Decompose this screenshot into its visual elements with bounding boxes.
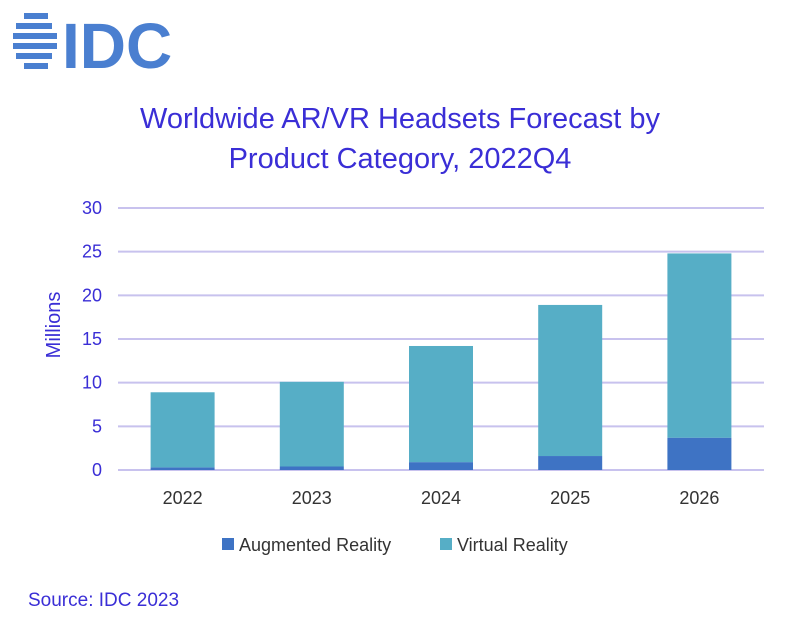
chart-title-line: Product Category, 2022Q4 xyxy=(229,143,572,175)
y-tick-label: 20 xyxy=(82,285,102,305)
y-tick-label: 0 xyxy=(92,460,102,480)
bar-virtual-reality-2023 xyxy=(279,381,344,467)
x-tick-label: 2024 xyxy=(421,488,461,508)
x-tick-label: 2023 xyxy=(292,488,332,508)
bar-augmented-reality-2022 xyxy=(150,467,215,470)
source-note: Source: IDC 2023 xyxy=(28,590,180,611)
y-tick-label: 15 xyxy=(82,329,102,349)
y-axis-title: Millions xyxy=(43,292,65,359)
idc-logo: IDC xyxy=(13,10,172,76)
y-tick-label: 25 xyxy=(82,242,102,262)
y-tick-label: 30 xyxy=(82,198,102,218)
bar-augmented-reality-2026 xyxy=(667,437,732,470)
x-tick-label: 2026 xyxy=(679,488,719,508)
bar-augmented-reality-2023 xyxy=(279,466,344,470)
idc-logo-globe-icon xyxy=(13,13,57,69)
legend: Augmented Reality Virtual Reality xyxy=(222,535,568,555)
bar-virtual-reality-2022 xyxy=(150,392,215,468)
y-tick-label: 10 xyxy=(82,373,102,393)
y-tick-label: 5 xyxy=(92,416,102,436)
legend-label: Virtual Reality xyxy=(457,535,568,555)
bars xyxy=(150,253,732,470)
chart-title: Worldwide AR/VR Headsets Forecast by Prod… xyxy=(140,103,661,175)
legend-swatch-augmented-reality xyxy=(222,538,234,550)
legend-swatch-virtual-reality xyxy=(440,538,452,550)
chart-title-line: Worldwide AR/VR Headsets Forecast by xyxy=(140,103,661,135)
bar-virtual-reality-2026 xyxy=(667,253,732,438)
legend-label: Augmented Reality xyxy=(239,535,391,555)
idc-logo-wordmark: IDC xyxy=(62,10,172,76)
x-tick-label: 2025 xyxy=(550,488,590,508)
x-axis-ticks: 2022 2023 2024 2025 2026 xyxy=(163,488,720,508)
y-axis-ticks: 0 5 10 15 20 25 30 xyxy=(82,198,102,480)
bar-virtual-reality-2024 xyxy=(409,345,473,463)
bar-virtual-reality-2025 xyxy=(538,304,603,457)
bar-augmented-reality-2024 xyxy=(409,462,473,470)
bar-augmented-reality-2025 xyxy=(538,456,603,470)
x-tick-label: 2022 xyxy=(163,488,203,508)
